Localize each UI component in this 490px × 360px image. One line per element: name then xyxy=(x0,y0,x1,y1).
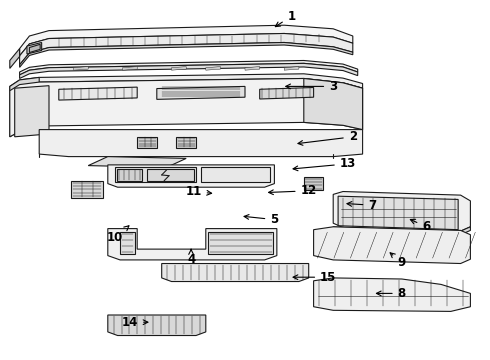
Polygon shape xyxy=(59,87,137,100)
Polygon shape xyxy=(176,137,196,148)
Polygon shape xyxy=(29,44,40,53)
Polygon shape xyxy=(304,78,363,130)
Text: 5: 5 xyxy=(244,213,278,226)
Text: 14: 14 xyxy=(122,316,148,329)
Text: 4: 4 xyxy=(187,249,195,266)
Polygon shape xyxy=(117,169,142,181)
Polygon shape xyxy=(333,227,470,235)
Polygon shape xyxy=(10,74,363,91)
Polygon shape xyxy=(314,278,470,311)
Text: 9: 9 xyxy=(390,253,406,269)
Text: 1: 1 xyxy=(275,10,295,27)
Polygon shape xyxy=(88,157,186,167)
Text: 3: 3 xyxy=(286,80,337,93)
Text: 15: 15 xyxy=(293,271,337,284)
Polygon shape xyxy=(20,25,353,56)
Text: 8: 8 xyxy=(376,287,406,300)
Polygon shape xyxy=(338,196,458,230)
Polygon shape xyxy=(108,315,206,336)
Text: 10: 10 xyxy=(107,226,129,244)
Polygon shape xyxy=(172,67,186,70)
Polygon shape xyxy=(120,232,135,254)
Polygon shape xyxy=(137,137,157,148)
Polygon shape xyxy=(39,130,363,157)
Polygon shape xyxy=(108,229,277,260)
Polygon shape xyxy=(10,78,363,137)
Polygon shape xyxy=(260,87,314,99)
Polygon shape xyxy=(333,192,470,231)
Polygon shape xyxy=(115,167,196,182)
Text: 11: 11 xyxy=(185,185,212,198)
Polygon shape xyxy=(108,165,274,187)
Polygon shape xyxy=(245,67,260,70)
Polygon shape xyxy=(20,60,358,75)
Polygon shape xyxy=(20,33,353,65)
Polygon shape xyxy=(147,169,194,181)
Polygon shape xyxy=(10,77,39,137)
Polygon shape xyxy=(304,177,323,190)
Polygon shape xyxy=(157,86,245,99)
Polygon shape xyxy=(71,181,103,198)
Text: 2: 2 xyxy=(298,130,357,145)
Polygon shape xyxy=(20,42,353,67)
Polygon shape xyxy=(201,167,270,182)
Text: 6: 6 xyxy=(410,219,430,233)
Polygon shape xyxy=(206,67,220,70)
Text: 12: 12 xyxy=(269,184,317,197)
Polygon shape xyxy=(10,49,20,68)
Text: 7: 7 xyxy=(347,199,376,212)
Polygon shape xyxy=(162,264,309,282)
Polygon shape xyxy=(122,67,137,70)
Polygon shape xyxy=(284,67,299,70)
Polygon shape xyxy=(15,86,49,137)
Polygon shape xyxy=(20,63,358,78)
Polygon shape xyxy=(314,227,470,264)
Polygon shape xyxy=(27,42,42,54)
Text: 13: 13 xyxy=(293,157,356,171)
Polygon shape xyxy=(74,67,88,70)
Polygon shape xyxy=(208,232,273,254)
